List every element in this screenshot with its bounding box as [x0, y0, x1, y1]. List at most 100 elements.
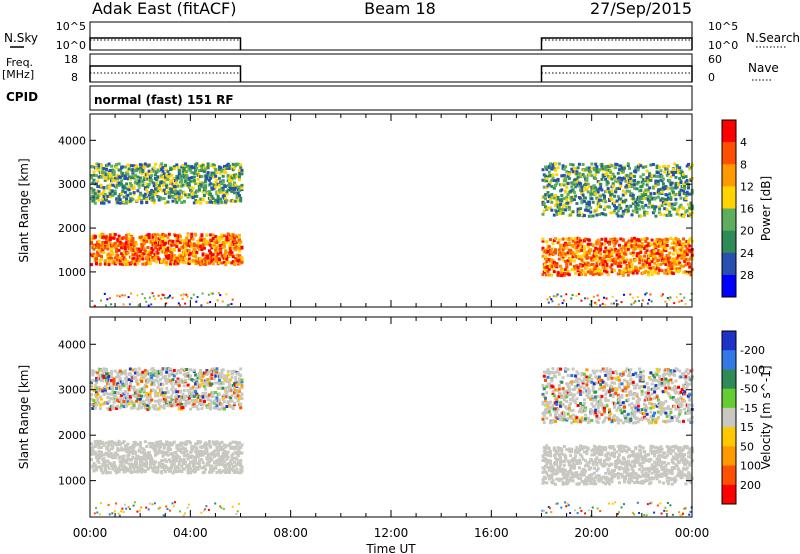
power-echo-cell — [184, 244, 188, 248]
power-echo-cell — [600, 242, 604, 246]
power-echo-cell — [564, 252, 568, 256]
power-echo-cell — [176, 237, 180, 241]
velocity-echo-cell — [131, 470, 135, 474]
power-echo-cell — [135, 242, 139, 246]
power-echo-cell — [209, 176, 213, 180]
velocity-echo-cell — [107, 466, 111, 470]
power-echo-cell — [141, 170, 145, 174]
power-echo-cell — [579, 246, 583, 250]
velocity-echo-cell — [135, 399, 139, 403]
power-echo-cell — [624, 243, 628, 247]
power-echo-cell — [629, 172, 633, 176]
power-echo-cell — [234, 183, 238, 187]
velocity-echo-cell — [170, 382, 174, 386]
nsearch-label: N.Search — [746, 31, 800, 45]
power-near-range-cell — [620, 301, 623, 304]
power-echo-cell — [628, 269, 631, 273]
power-echo-cell — [648, 174, 652, 178]
velocity-echo-cell — [92, 461, 96, 465]
power-echo-cell — [660, 238, 664, 242]
power-echo-cell — [625, 204, 629, 208]
power-echo-cell — [115, 247, 119, 251]
power-echo-cell — [584, 168, 588, 172]
nsky-trace — [89, 37, 242, 50]
velocity-echo-cell — [142, 386, 146, 390]
power-echo-cell — [565, 262, 569, 266]
velocity-echo-cell — [179, 389, 182, 393]
power-echo-cell — [235, 196, 239, 200]
power-echo-cell — [599, 186, 603, 190]
power-echo-cell — [597, 203, 601, 207]
power-echo-cell — [658, 207, 662, 211]
power-echo-cell — [225, 241, 229, 245]
velocity-echo-cell — [205, 447, 209, 451]
power-echo-cell — [233, 176, 236, 180]
velocity-near-range-cell — [128, 508, 131, 510]
power-echo-cell — [670, 202, 674, 206]
velocity-echo-cell — [166, 377, 170, 381]
velocity-echo-cell — [152, 379, 156, 383]
power-echo-cell — [687, 183, 690, 187]
power-echo-cell — [206, 171, 210, 174]
power-echo-cell — [123, 174, 127, 178]
power-echo-cell — [644, 263, 648, 267]
power-echo-cell — [131, 236, 135, 240]
power-near-range-cell — [195, 300, 198, 303]
power-near-range-cell — [551, 300, 554, 303]
power-echo-cell — [195, 201, 199, 205]
power-echo-cell — [230, 237, 234, 241]
velocity-echo-cell — [137, 403, 141, 407]
power-echo-cell — [131, 241, 135, 245]
power-echo-cell — [210, 260, 214, 264]
power-echo-cell — [130, 249, 134, 253]
power-echo-cell — [574, 194, 578, 198]
power-echo-cell — [550, 184, 554, 188]
power-echo-cell — [92, 252, 96, 256]
power-near-range-cell — [596, 294, 599, 297]
power-near-range-cell — [633, 302, 636, 304]
power-echo-cell — [629, 180, 633, 184]
power-echo-cell — [209, 192, 213, 196]
velocity-echo-cell — [180, 469, 184, 473]
velocity-echo-cell — [154, 389, 157, 393]
velocity-echo-cell — [136, 373, 140, 377]
velocity-echo-cell — [189, 368, 193, 372]
power-echo-cell — [620, 176, 624, 180]
velocity-near-range-cell — [98, 513, 101, 516]
power-echo-cell — [160, 181, 164, 185]
power-echo-cell — [105, 234, 108, 238]
velocity-echo-cell — [95, 378, 98, 382]
velocity-echo-cell — [207, 393, 211, 397]
velocity-echo-cell — [145, 463, 149, 467]
power-echo-cell — [577, 184, 581, 188]
velocity-echo-cell — [121, 467, 125, 471]
power-echo-cell — [544, 197, 547, 201]
power-echo-cell — [660, 204, 664, 208]
velocity-echo-cell — [145, 464, 149, 468]
power-echo-cell — [100, 246, 103, 250]
power-echo-cell — [639, 164, 643, 168]
velocity-echo-cell — [95, 376, 98, 380]
velocity-echo-cell — [115, 471, 119, 475]
velocity-echo-cell — [185, 442, 189, 446]
power-echo-cell — [664, 200, 668, 204]
velocity-echo-cell — [200, 372, 204, 375]
power-echo-cell — [596, 242, 600, 246]
power-echo-cell — [574, 167, 578, 171]
power-near-range-cell — [154, 297, 156, 300]
power-echo-cell — [615, 239, 619, 243]
velocity-echo-cell — [110, 370, 114, 373]
power-echo-cell — [609, 175, 613, 178]
power-echo-cell — [630, 239, 634, 243]
power-echo-cell — [561, 208, 565, 212]
power-echo-cell — [631, 251, 635, 255]
power-echo-cell — [217, 183, 221, 187]
power-echo-cell — [164, 241, 167, 245]
power-echo-cell — [233, 188, 236, 192]
velocity-echo-cell — [106, 396, 110, 399]
power-echo-cell — [668, 202, 672, 206]
velocity-echo-cell — [127, 387, 131, 391]
velocity-echo-cell — [156, 467, 160, 471]
power-echo-cell — [621, 209, 625, 213]
power-echo-cell — [594, 266, 598, 270]
